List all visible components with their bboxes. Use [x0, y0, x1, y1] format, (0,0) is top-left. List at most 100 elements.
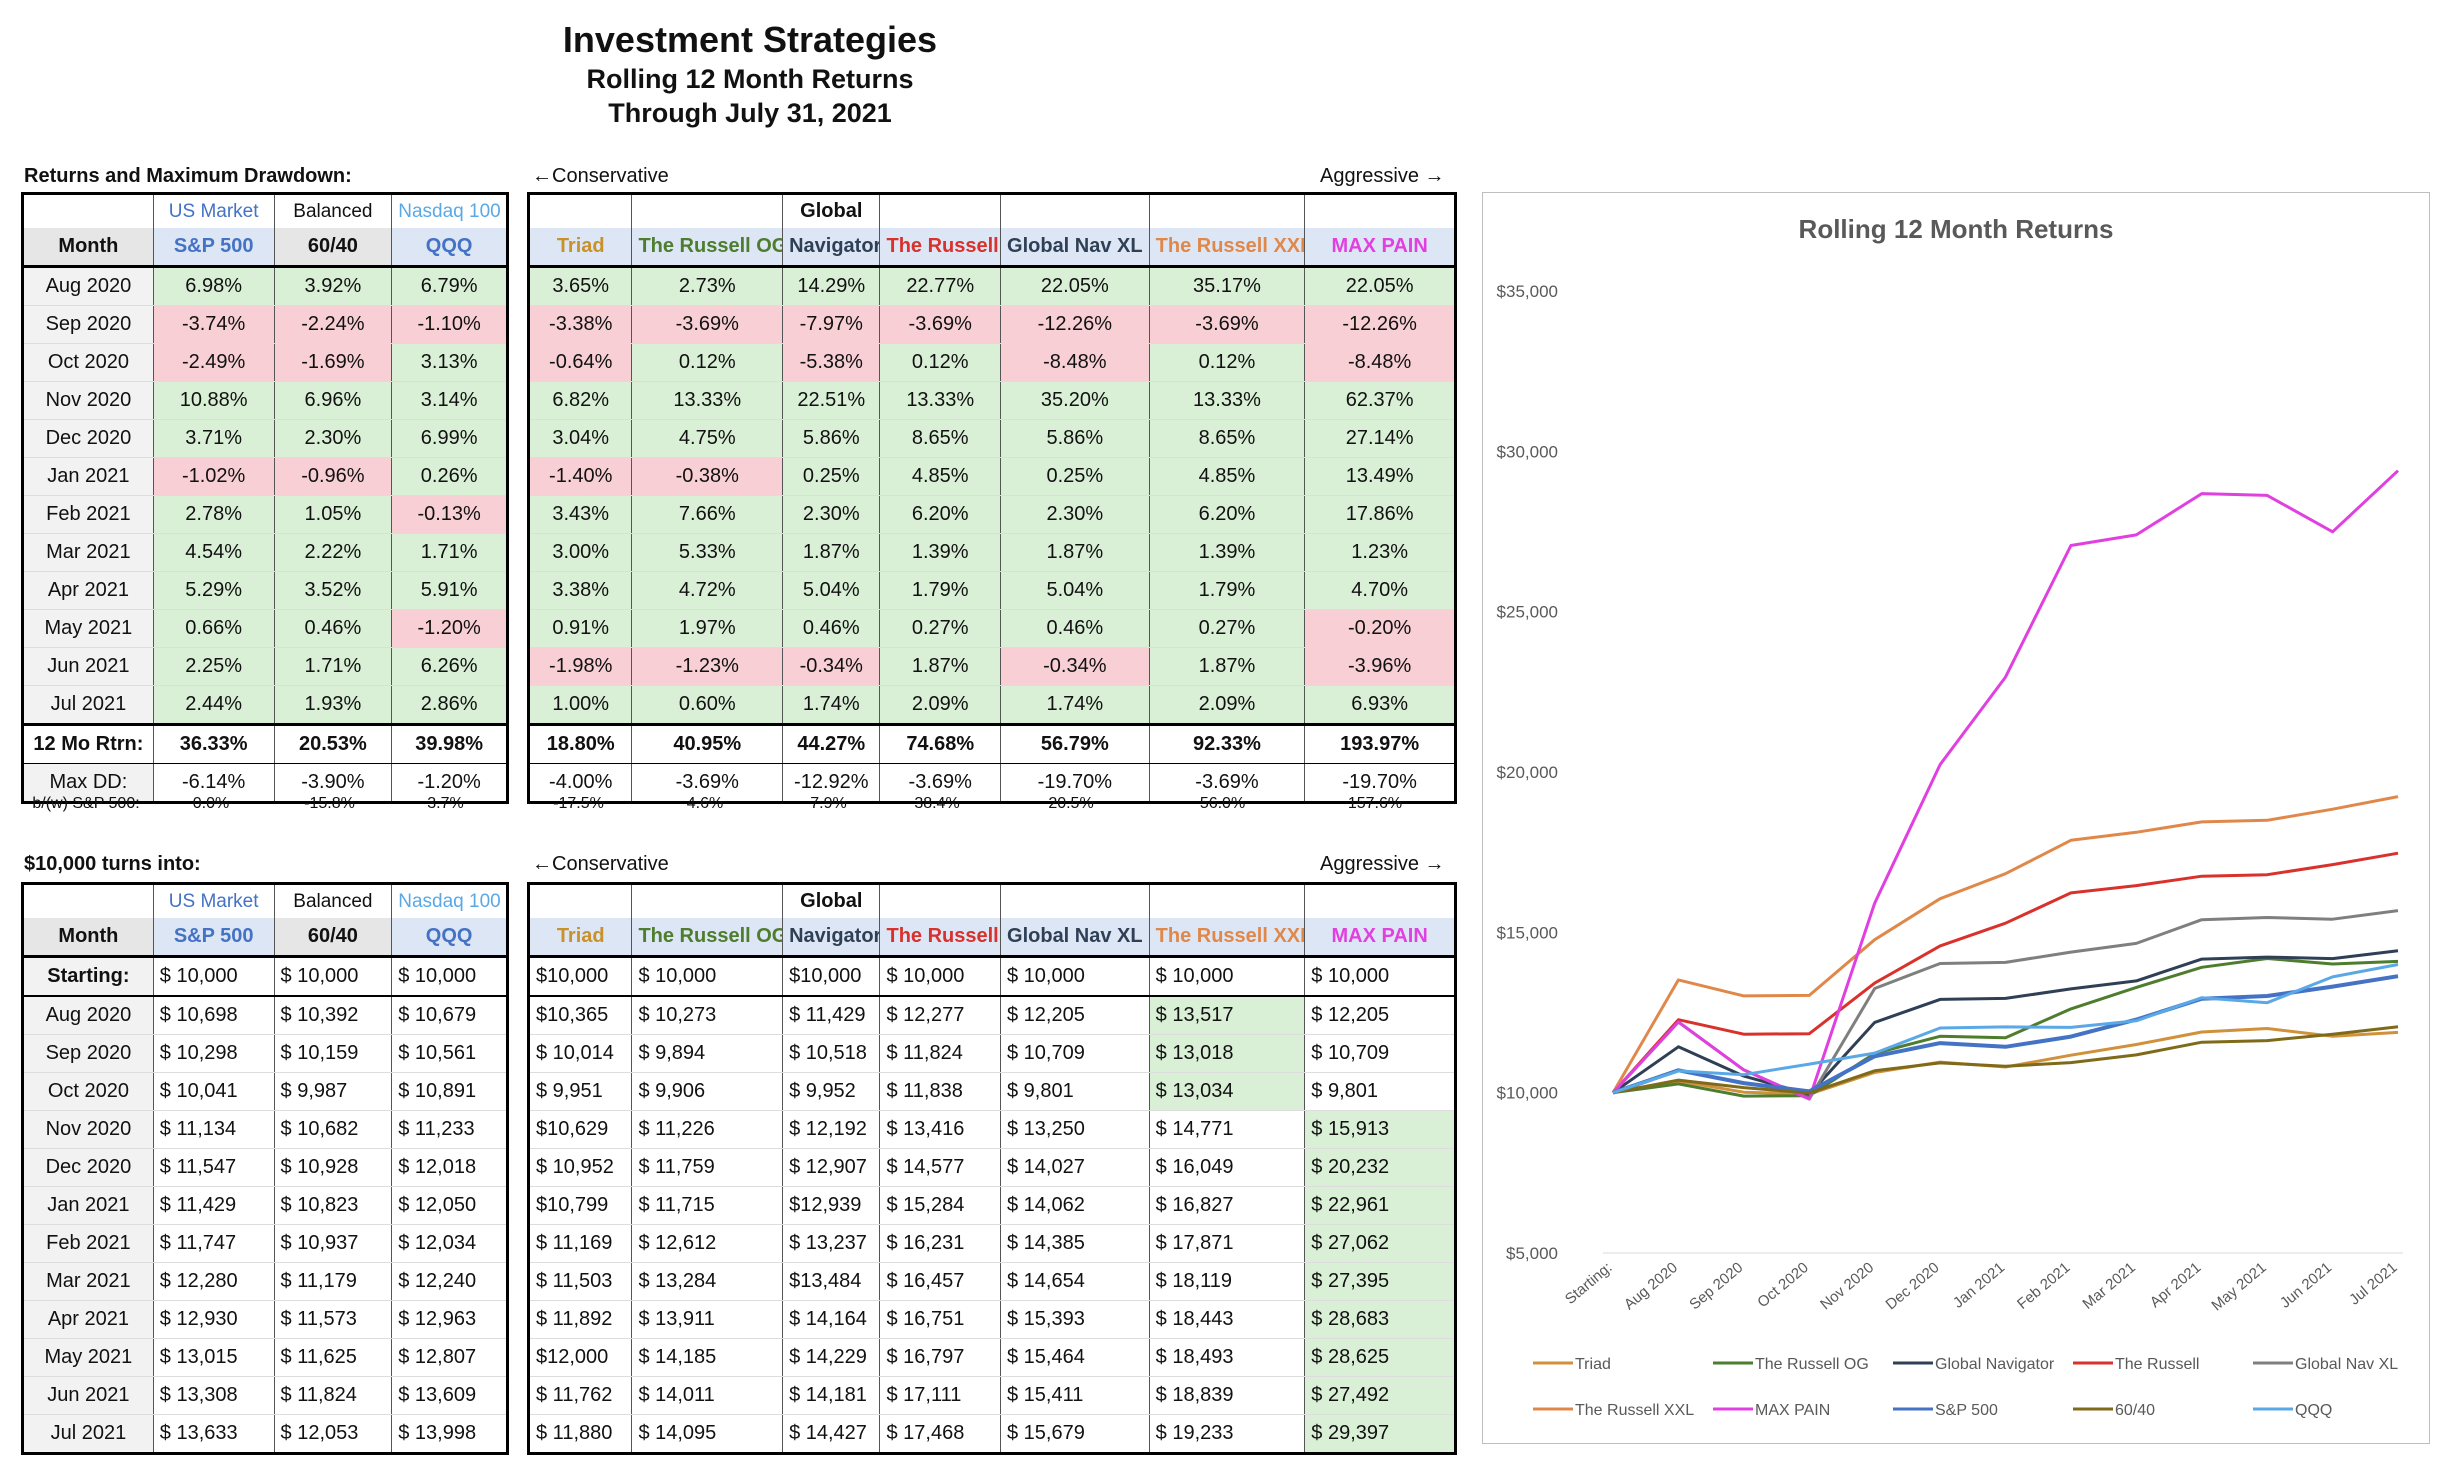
strategy-header: Navigator	[782, 918, 880, 958]
column-header: S&P 500	[152, 228, 275, 268]
growth-cell: $ 15,913	[1304, 1110, 1456, 1149]
growth-cell: $ 16,457	[879, 1262, 1001, 1301]
return-cell: 1.39%	[879, 533, 1001, 572]
growth-row: May 2021 $ 13,015 $ 11,625 $ 12,807	[22, 1338, 508, 1377]
return-cell: 3.52%	[273, 571, 392, 610]
strategy-header-top	[631, 883, 783, 918]
growth-cell: $ 13,911	[631, 1300, 783, 1339]
month-cell: Oct 2020	[22, 1072, 154, 1111]
strategy-header-top	[879, 193, 1001, 228]
growth-cell: $ 14,229	[782, 1338, 880, 1377]
return-cell: 22.77%	[879, 266, 1001, 306]
bw-value: 4.6%	[686, 795, 724, 812]
section-returns-label: Returns and Maximum Drawdown:	[24, 165, 352, 187]
month-cell: Mar 2021	[22, 1262, 154, 1301]
summary-cell: -12.92%	[782, 763, 880, 803]
x-tick-label: Mar 2021	[2079, 1259, 2138, 1313]
growth-cell: $ 11,892	[528, 1300, 632, 1339]
growth-cell: $ 12,807	[391, 1338, 508, 1377]
return-cell: -0.34%	[1000, 647, 1150, 686]
returns-row: Nov 2020 10.88% 6.96% 3.14%	[22, 381, 508, 420]
growth-cell: $ 14,062	[1000, 1186, 1150, 1225]
return-cell: 10.88%	[152, 381, 275, 420]
returns-row: 1.00% 0.60% 1.74% 2.09% 1.74% 2.09% 6.93%	[528, 685, 1456, 725]
growth-cell: $ 10,000	[631, 956, 783, 997]
y-tick-label: $5,000	[1506, 1244, 1558, 1263]
return-cell: 5.86%	[782, 419, 880, 458]
growth-cell: $ 18,443	[1148, 1300, 1305, 1339]
column-header: QQQ	[391, 918, 508, 958]
return-cell: 0.46%	[273, 609, 392, 648]
growth-cell: $ 13,237	[782, 1224, 880, 1263]
month-cell: Jun 2021	[22, 647, 154, 686]
return-cell: -0.96%	[273, 457, 392, 496]
summary-cell: 40.95%	[631, 723, 783, 764]
growth-row: Aug 2020 $ 10,698 $ 10,392 $ 10,679	[22, 996, 508, 1035]
month-cell: Mar 2021	[22, 533, 154, 572]
growth-cell: $ 13,416	[879, 1110, 1001, 1149]
growth-cell: $ 16,751	[879, 1300, 1001, 1339]
x-tick-label: May 2021	[2208, 1259, 2269, 1314]
growth-table-strategies: Global Triad The Russell OG Navigator The Ru…	[527, 882, 1457, 1455]
returns-row: Sep 2020 -3.74% -2.24% -1.10%	[22, 305, 508, 344]
return-cell: 4.85%	[1148, 457, 1305, 496]
header-row-top: US Market Balanced Nasdaq 100	[22, 193, 508, 228]
returns-row: 3.43% 7.66% 2.30% 6.20% 2.30% 6.20% 17.86%	[528, 495, 1456, 534]
return-cell: 8.65%	[1148, 419, 1305, 458]
return-cell: 0.91%	[528, 609, 632, 648]
returns-table-strategies: Global Triad The Russell OG Navigator The Ru…	[527, 192, 1457, 804]
summary-cell: -4.00%	[528, 763, 632, 803]
bw-value: 7.9%	[810, 795, 847, 812]
return-cell: 1.71%	[273, 647, 392, 686]
growth-cell: $ 13,034	[1148, 1072, 1305, 1111]
month-cell: Jun 2021	[22, 1376, 154, 1415]
return-cell: -1.10%	[391, 305, 508, 344]
bw-label: b/(w) S&P 500:	[32, 795, 140, 812]
growth-cell: $10,000	[528, 956, 632, 997]
growth-cell: $ 10,000	[1148, 956, 1305, 997]
growth-cell: $ 10,000	[1304, 956, 1456, 997]
series-line	[1611, 469, 2400, 1101]
growth-row: $ 11,880 $ 14,095 $ 14,427 $ 17,468 $ 15,679…	[528, 1414, 1456, 1454]
growth-cell: $ 11,573	[273, 1300, 392, 1339]
return-cell: 6.96%	[273, 381, 392, 420]
growth-cell: $ 16,827	[1148, 1186, 1305, 1225]
bw-value: 0.0%	[192, 795, 230, 812]
return-cell: 13.49%	[1304, 457, 1456, 496]
growth-cell: $ 13,633	[152, 1414, 275, 1454]
growth-cell: $ 10,891	[391, 1072, 508, 1111]
return-cell: 6.99%	[391, 419, 508, 458]
growth-cell: $ 16,049	[1148, 1148, 1305, 1187]
growth-row: Sep 2020 $ 10,298 $ 10,159 $ 10,561	[22, 1034, 508, 1073]
growth-row: Oct 2020 $ 10,041 $ 9,987 $ 10,891	[22, 1072, 508, 1111]
growth-row: $ 9,951 $ 9,906 $ 9,952 $ 11,838 $ 9,801 $ 13…	[528, 1072, 1456, 1111]
growth-row: Apr 2021 $ 12,930 $ 11,573 $ 12,963	[22, 1300, 508, 1339]
return-cell: 1.79%	[1148, 571, 1305, 610]
growth-cell: $ 15,464	[1000, 1338, 1150, 1377]
twelve-month-return-row: 12 Mo Rtrn: 36.33% 20.53% 39.98%	[22, 723, 508, 764]
growth-cell: $ 15,411	[1000, 1376, 1150, 1415]
legend-label: MAX PAIN	[1755, 1402, 1830, 1419]
growth-cell: $ 11,169	[528, 1224, 632, 1263]
x-tick-label: Sep 2020	[1686, 1259, 1746, 1313]
return-cell: 5.04%	[1000, 571, 1150, 610]
strategy-header-top	[1148, 193, 1305, 228]
return-cell: 4.72%	[631, 571, 783, 610]
return-cell: 3.13%	[391, 343, 508, 382]
return-cell: 4.70%	[1304, 571, 1456, 610]
return-cell: 6.20%	[879, 495, 1001, 534]
strategy-header: Global Nav XL	[1000, 918, 1150, 958]
return-cell: 5.29%	[152, 571, 275, 610]
growth-cell: $ 13,284	[631, 1262, 783, 1301]
y-tick-label: $30,000	[1497, 442, 1558, 461]
growth-cell: $ 14,654	[1000, 1262, 1150, 1301]
growth-cell: $ 11,547	[152, 1148, 275, 1187]
returns-row: 3.00% 5.33% 1.87% 1.39% 1.87% 1.39% 1.23%	[528, 533, 1456, 572]
growth-cell: $ 10,709	[1304, 1034, 1456, 1073]
growth-cell: $ 12,907	[782, 1148, 880, 1187]
growth-cell: $ 9,894	[631, 1034, 783, 1073]
column-header-top: Balanced	[273, 883, 392, 918]
return-cell: 2.78%	[152, 495, 275, 534]
returns-row: Dec 2020 3.71% 2.30% 6.99%	[22, 419, 508, 458]
month-header: Month	[22, 228, 154, 268]
